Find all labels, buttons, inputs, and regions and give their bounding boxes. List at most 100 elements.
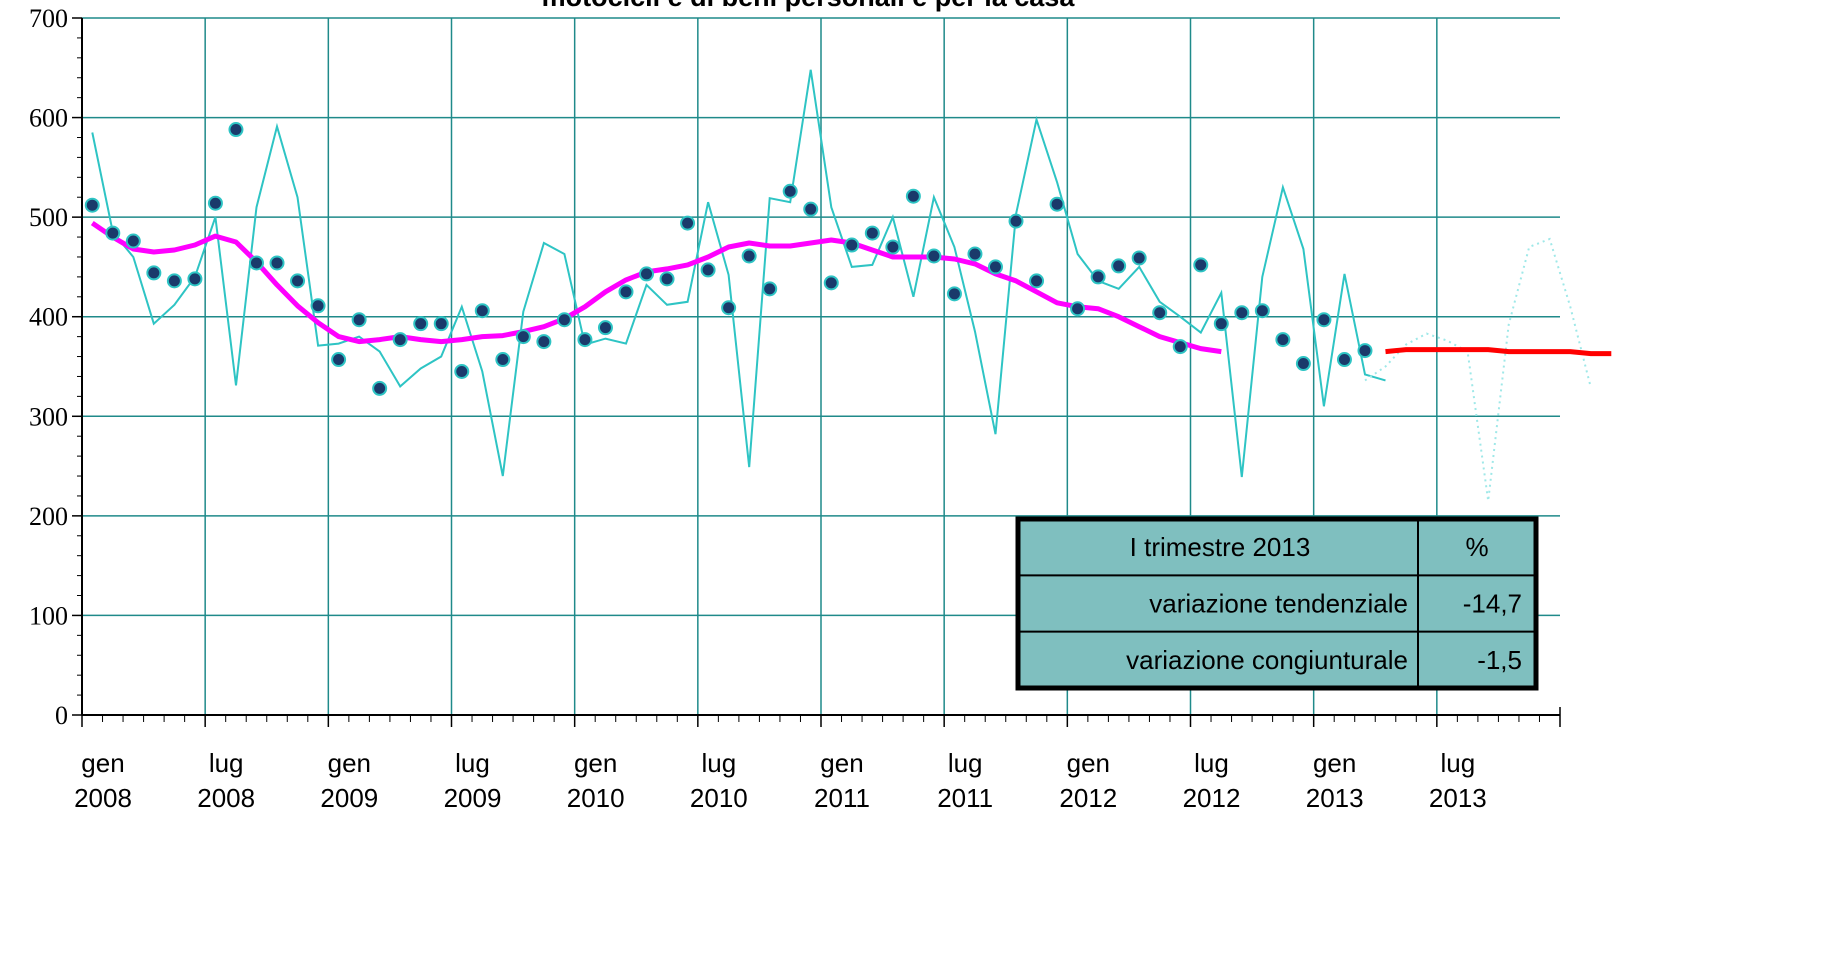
chart-title: motocicli e di beni personali e per la c… <box>542 0 1076 12</box>
data-point <box>105 225 121 241</box>
data-point <box>1316 312 1332 328</box>
axis-labels: 0 100 200 300 400 500 600 700 gen 2008 lug 2008 gen 2… <box>29 4 1487 813</box>
data-point <box>166 273 182 289</box>
data-point <box>228 122 244 138</box>
y-tick-label: 600 <box>29 104 68 133</box>
data-point <box>926 248 942 264</box>
x-tick-year: 2011 <box>814 783 870 813</box>
x-tick-year: 2009 <box>320 783 378 813</box>
x-tick-month: lug <box>209 748 244 778</box>
x-tick-month: gen <box>1313 748 1356 778</box>
data-point <box>454 363 470 379</box>
table-header-label: I trimestre 2013 <box>1130 532 1311 562</box>
data-point <box>187 271 203 287</box>
data-point <box>1336 352 1352 368</box>
data-point <box>577 332 593 348</box>
data-point <box>1193 257 1209 273</box>
data-point <box>1008 213 1024 229</box>
data-point <box>392 332 408 348</box>
data-point <box>1234 305 1250 321</box>
x-tick-year: 2013 <box>1306 783 1364 813</box>
data-point <box>351 312 367 328</box>
x-tick-month: gen <box>81 748 124 778</box>
data-point <box>413 316 429 332</box>
data-point <box>1131 250 1147 266</box>
data-point <box>1295 356 1311 372</box>
grid <box>82 17 1560 715</box>
data-point <box>782 183 798 199</box>
data-point <box>269 255 285 271</box>
table-header-unit: % <box>1465 532 1488 562</box>
data-point <box>967 246 983 262</box>
data-point <box>536 334 552 350</box>
table-row-label: variazione tendenziale <box>1149 589 1408 619</box>
x-tick-month: lug <box>1194 748 1229 778</box>
data-point <box>1357 343 1373 359</box>
axes <box>72 17 1561 727</box>
data-point <box>823 275 839 291</box>
x-tick-month: gen <box>820 748 863 778</box>
x-tick-month: lug <box>701 748 736 778</box>
data-point <box>1049 196 1065 212</box>
y-tick-label: 700 <box>29 4 68 33</box>
x-tick-month: lug <box>1440 748 1475 778</box>
table-row-value: -1,5 <box>1477 645 1522 675</box>
data-point <box>741 248 757 264</box>
x-tick-month: lug <box>455 748 490 778</box>
data-point <box>474 303 490 319</box>
data-point <box>1275 332 1291 348</box>
forecast-raw-series <box>1364 237 1592 502</box>
x-tick-month: gen <box>1067 748 1110 778</box>
x-tick-month: gen <box>328 748 371 778</box>
data-point <box>597 320 613 336</box>
data-point <box>433 316 449 332</box>
forecast-raw-line <box>1364 237 1592 502</box>
x-tick-year: 2012 <box>1183 783 1241 813</box>
data-point <box>680 215 696 231</box>
data-point <box>556 312 572 328</box>
data-point <box>515 329 531 345</box>
table-row-value: -14,7 <box>1463 589 1522 619</box>
data-point <box>803 201 819 217</box>
data-point <box>1111 258 1127 274</box>
data-point <box>639 266 655 282</box>
x-tick-year: 2011 <box>937 783 993 813</box>
data-point <box>1090 269 1106 285</box>
forecast-line <box>1385 347 1612 357</box>
data-point <box>700 262 716 278</box>
x-tick-year: 2008 <box>74 783 132 813</box>
x-tick-year: 2010 <box>567 783 625 813</box>
data-point <box>618 284 634 300</box>
summary-table: I trimestre 2013 % variazione tendenziale -… <box>1015 516 1539 691</box>
data-point <box>310 298 326 314</box>
data-point <box>248 255 264 271</box>
data-point <box>146 265 162 281</box>
x-tick-month: gen <box>574 748 617 778</box>
raw-series <box>91 69 1386 478</box>
data-point <box>1254 303 1270 319</box>
table-frame <box>1015 516 1539 691</box>
data-point <box>659 271 675 287</box>
x-tick-year: 2008 <box>197 783 255 813</box>
y-tick-label: 500 <box>29 203 68 232</box>
x-tick-year: 2012 <box>1059 783 1117 813</box>
data-point <box>1152 305 1168 321</box>
data-point <box>721 300 737 316</box>
data-point <box>1172 339 1188 355</box>
data-point <box>1213 316 1229 332</box>
data-point <box>207 195 223 211</box>
trend-series <box>90 221 1222 355</box>
y-tick-label: 0 <box>55 701 68 730</box>
x-tick-year: 2013 <box>1429 783 1487 813</box>
seasonal-series <box>84 122 1373 396</box>
data-point <box>946 286 962 302</box>
x-tick-month: lug <box>948 748 983 778</box>
data-point <box>864 225 880 241</box>
data-point <box>495 352 511 368</box>
data-point <box>905 188 921 204</box>
data-point <box>987 259 1003 275</box>
table-row-label: variazione congiunturale <box>1126 645 1408 675</box>
data-point <box>762 281 778 297</box>
x-tick-year: 2009 <box>444 783 502 813</box>
